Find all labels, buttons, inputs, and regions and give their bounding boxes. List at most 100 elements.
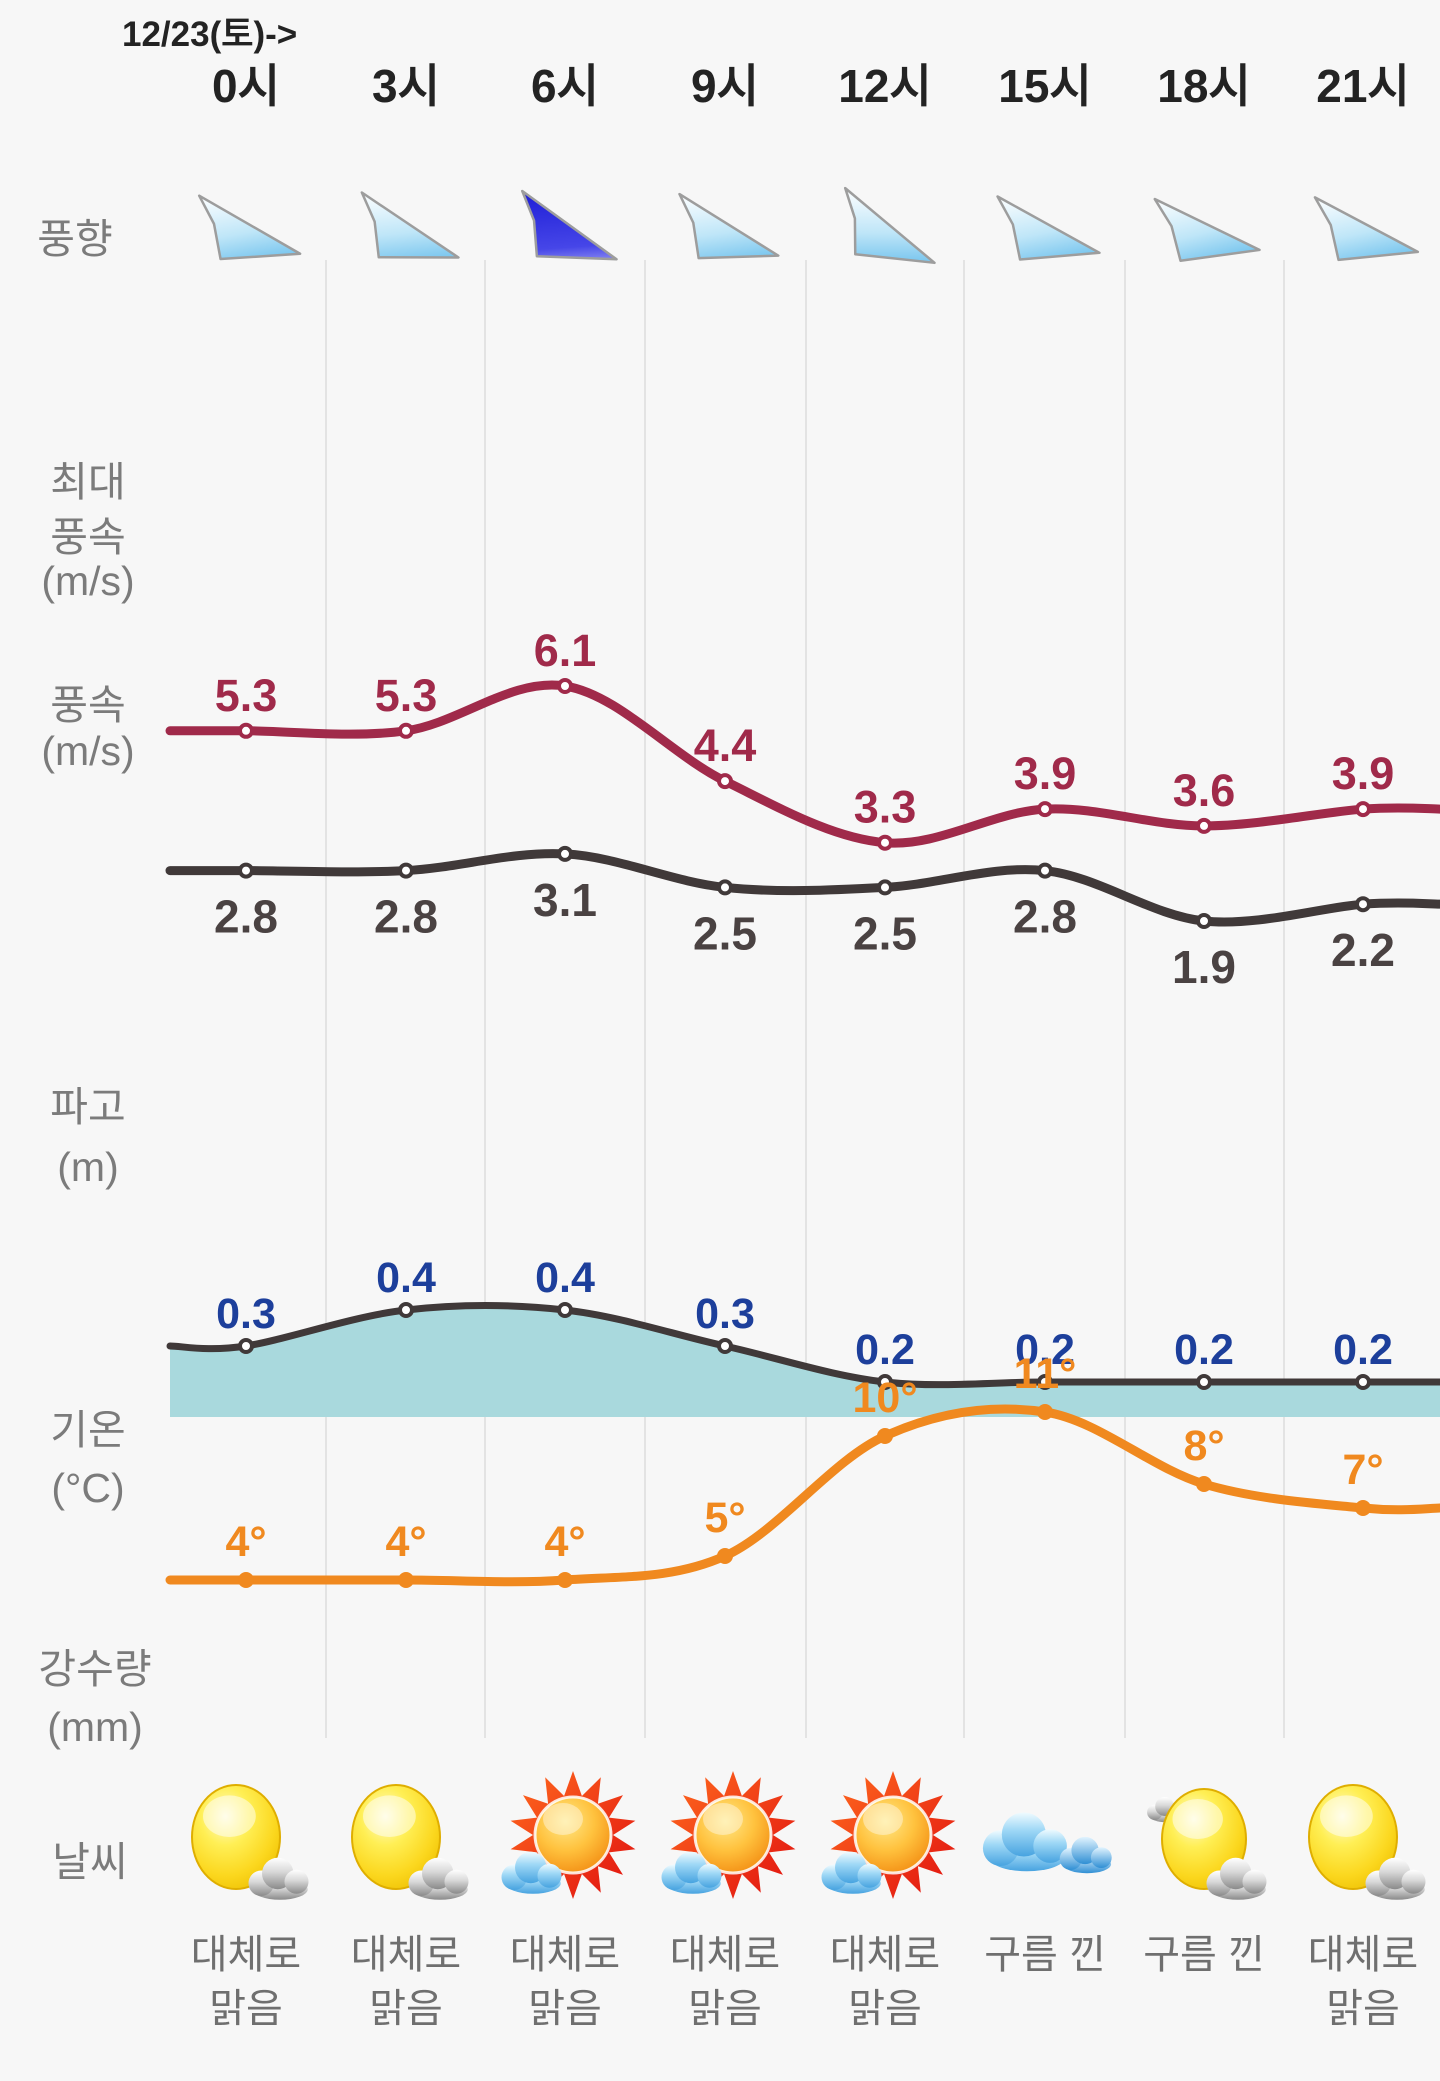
sun-cloud-icon <box>351 1784 469 1900</box>
data-label: 2.8 <box>374 891 438 943</box>
data-point <box>877 1428 893 1444</box>
weather-label-4-line2: 맑음 <box>848 1987 922 2031</box>
data-label: 6.1 <box>534 625 597 676</box>
time-label-12시: 12시 <box>838 60 932 112</box>
data-label: 0.2 <box>1174 1326 1234 1374</box>
data-point <box>398 862 414 879</box>
time-label-21시: 21시 <box>1316 60 1410 112</box>
weather-label-1-line1: 대체로 <box>350 1933 462 1977</box>
data-point <box>717 773 733 790</box>
data-label: 3.1 <box>533 874 597 926</box>
wave-row-label-line1: 파고 <box>50 1084 126 1130</box>
data-point <box>1355 1500 1371 1516</box>
chart-series-layer: 5.3 5.36.14.43.33.9 3.6 3.92.8 2.8 3.12.5 2.5 2… <box>165 625 1440 1588</box>
weather-label-5-line1: 구름 낀 <box>984 1933 1106 1977</box>
data-point <box>1355 1374 1371 1390</box>
wind-direction-row-label-line1: 풍향 <box>37 216 113 262</box>
series-wave_height: 0.3 0.4 0.4 0.3 0.2 0.2 0.2 0.2 <box>166 1254 1440 1417</box>
weather-label-3-line2: 맑음 <box>688 1987 762 2031</box>
vertical-gridlines <box>325 260 1285 1738</box>
temp-row-label-line2: (°C) <box>51 1465 125 1511</box>
sun-rays-cloud-icon <box>501 1771 636 1899</box>
data-point <box>238 1572 254 1588</box>
data-label: 1.9 <box>1172 941 1236 993</box>
data-label: 3.9 <box>1332 748 1395 799</box>
sun-two-clouds-icon <box>1147 1788 1267 1900</box>
weather-row-label-line1: 날씨 <box>52 1839 128 1885</box>
data-label: 4.4 <box>694 720 757 771</box>
data-point <box>1355 801 1371 818</box>
data-point <box>238 862 254 879</box>
sun-rays-cloud-icon <box>661 1771 796 1899</box>
data-point <box>717 1338 733 1354</box>
data-point <box>1196 817 1212 834</box>
wave-area-fill <box>170 1305 1440 1417</box>
clouds-icon <box>982 1812 1112 1874</box>
wind-direction-arrow-icon <box>678 192 780 260</box>
data-point <box>557 1572 573 1588</box>
wind-row-label-line2: (m/s) <box>41 728 135 774</box>
data-label: 5.3 <box>375 670 438 721</box>
weather-label-2-line2: 맑음 <box>528 1987 602 2031</box>
wind-direction-arrow-icon <box>520 189 618 261</box>
data-point <box>717 879 733 896</box>
series-line-temperature <box>165 1404 1440 1587</box>
data-label: 8° <box>1183 1422 1224 1470</box>
series-line-wind_speed <box>165 849 1440 927</box>
data-point <box>238 722 254 739</box>
data-point <box>398 722 414 739</box>
data-label: 3.3 <box>854 782 917 833</box>
weather-label-7-line2: 맑음 <box>1326 1987 1400 2031</box>
max-wind-row-label-line2: 풍속 <box>50 514 126 560</box>
max-wind-row-label-line1: 최대 <box>50 459 126 505</box>
data-label: 0.3 <box>695 1290 755 1338</box>
data-label: 0.2 <box>855 1326 915 1374</box>
time-label-6시: 6시 <box>531 60 599 112</box>
wind-row-label-line1: 풍속 <box>50 682 126 728</box>
sun-cloud-icon <box>1308 1784 1426 1900</box>
data-label: 2.8 <box>1013 891 1077 943</box>
data-point <box>1037 862 1053 879</box>
data-label: 10° <box>852 1374 917 1422</box>
time-label-15시: 15시 <box>998 60 1092 112</box>
data-label: 4° <box>544 1518 585 1566</box>
time-label-18시: 18시 <box>1157 60 1251 112</box>
time-label-0시: 0시 <box>212 60 280 112</box>
data-label: 5° <box>704 1494 745 1542</box>
wind-direction-arrows <box>197 186 1420 265</box>
wind-direction-arrow-icon <box>360 191 460 259</box>
data-label: 0.2 <box>1015 1326 1075 1374</box>
series-temperature: 4° 4° 4° 5° 10° 11° 8° 7° <box>165 1350 1440 1588</box>
weather-label-2-line1: 대체로 <box>509 1933 621 1977</box>
data-point <box>238 1338 254 1354</box>
data-label: 4° <box>225 1518 266 1566</box>
data-point <box>877 834 893 851</box>
series-max_wind_speed: 5.3 5.3 6.1 4.4 3.3 3.9 3.6 3.9 <box>165 625 1440 851</box>
data-label: 2.5 <box>693 907 757 959</box>
date-label: 12/23(토)-> <box>122 15 298 54</box>
data-point <box>1196 1476 1212 1492</box>
data-label: 0.4 <box>376 1254 436 1302</box>
data-point <box>557 678 573 694</box>
data-point <box>1196 1374 1212 1390</box>
data-point <box>398 1572 414 1588</box>
data-point <box>557 845 573 862</box>
data-label: 2.5 <box>853 907 917 959</box>
data-label: 7° <box>1342 1446 1383 1494</box>
data-point <box>1037 1404 1053 1420</box>
wind-direction-arrow-icon <box>1153 197 1261 262</box>
data-point <box>1196 913 1212 929</box>
data-point <box>1355 896 1371 913</box>
data-point <box>398 1302 414 1318</box>
data-label: 3.9 <box>1014 748 1077 799</box>
data-label: 0.4 <box>535 1254 595 1302</box>
series-wind_speed: 2.8 2.8 3.1 2.5 2.5 2.8 1.9 2.2 <box>165 845 1440 993</box>
max-wind-row-label-line3: (m/s) <box>41 558 135 604</box>
time-label-3시: 3시 <box>372 60 440 112</box>
data-point <box>877 1374 893 1390</box>
wind-direction-arrow-icon <box>843 186 936 265</box>
weather-label-0-line1: 대체로 <box>190 1933 302 1977</box>
data-point <box>557 1302 573 1318</box>
